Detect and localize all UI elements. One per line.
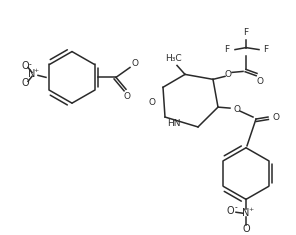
Text: H₃C: H₃C: [165, 54, 181, 63]
Text: O: O: [123, 92, 131, 101]
Text: O: O: [224, 70, 231, 79]
Text: N: N: [28, 69, 36, 79]
Text: N: N: [242, 208, 250, 218]
Text: O: O: [273, 113, 279, 121]
Text: O: O: [234, 105, 240, 114]
Text: O: O: [131, 59, 139, 68]
Text: +: +: [33, 68, 38, 73]
Text: -: -: [29, 60, 31, 69]
Text: F: F: [263, 45, 268, 54]
Text: O: O: [257, 77, 263, 86]
Text: F: F: [224, 45, 230, 54]
Text: -: -: [235, 203, 237, 212]
Text: O: O: [149, 98, 155, 107]
Text: O: O: [21, 78, 29, 88]
Text: +: +: [248, 207, 254, 212]
Text: O: O: [21, 62, 29, 71]
Text: HN: HN: [167, 119, 180, 129]
Text: O: O: [226, 206, 234, 216]
Text: F: F: [243, 28, 249, 37]
Text: O: O: [242, 224, 250, 234]
